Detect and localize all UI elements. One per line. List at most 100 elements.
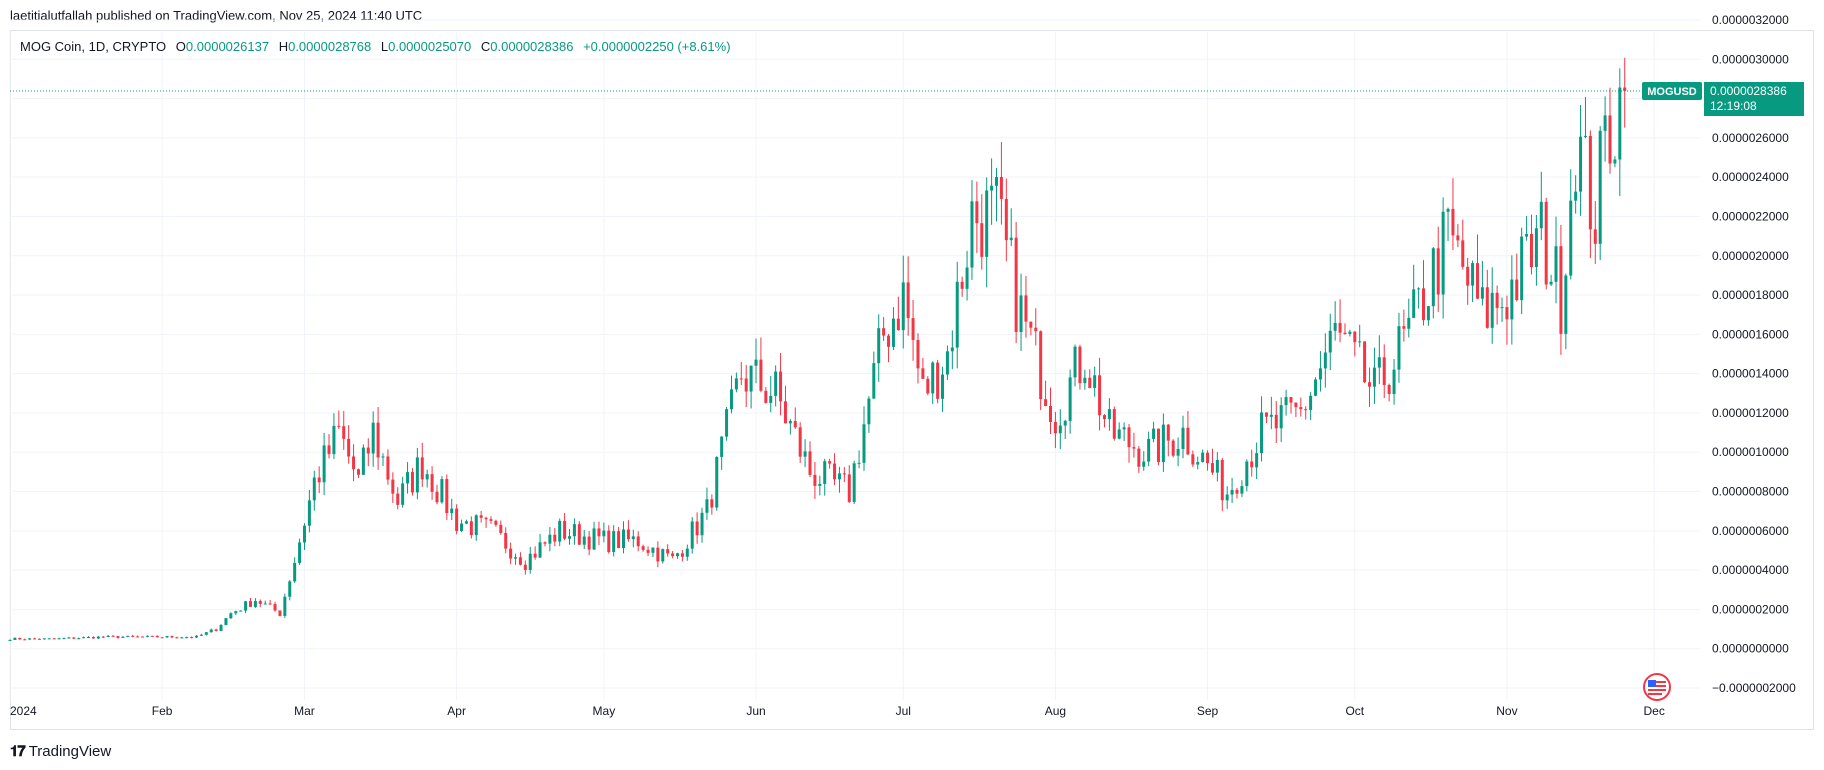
candle-body — [867, 398, 871, 425]
candle-body — [725, 409, 729, 437]
candle-body — [1156, 428, 1160, 463]
candle-body — [710, 499, 714, 508]
legend-close-value: 0.0000028386 — [490, 39, 574, 54]
candle-body — [705, 499, 709, 513]
candle-body — [381, 456, 385, 458]
ticker-tag-label: MOGUSD — [1647, 86, 1697, 98]
candle-body — [1284, 397, 1288, 406]
candle-body — [430, 474, 434, 492]
candle-body — [1152, 428, 1156, 439]
candle-body — [788, 421, 792, 424]
candle-body — [941, 374, 945, 399]
candle-body — [1137, 448, 1141, 467]
candle-body — [1412, 289, 1416, 318]
candle-body — [57, 638, 61, 640]
y-tick-label: 0.0000024000 — [1712, 170, 1789, 184]
candle-body — [945, 351, 949, 375]
candle-body — [523, 564, 527, 570]
candle-body — [1417, 288, 1421, 290]
x-tick-label: Jun — [746, 704, 765, 718]
candle-body — [626, 529, 630, 540]
candle-body — [950, 347, 954, 352]
candle-body — [1485, 287, 1489, 328]
candle-body — [1583, 135, 1587, 137]
y-tick-label: 0.0000018000 — [1712, 288, 1789, 302]
candle-body — [504, 532, 508, 549]
candle-body — [975, 201, 979, 224]
candle-body — [1112, 409, 1116, 439]
candle-body — [460, 523, 464, 531]
candle-body — [857, 462, 861, 464]
candle-body — [926, 378, 930, 394]
candle-body — [891, 318, 895, 347]
candle-body — [1024, 295, 1028, 322]
us-flag-icon[interactable] — [1642, 672, 1672, 702]
candle-body — [1289, 397, 1293, 403]
candle-body — [204, 632, 208, 635]
candle-body — [469, 521, 473, 536]
candle-body — [715, 456, 719, 508]
candle-body — [445, 479, 449, 514]
y-tick-label: 0.0000000000 — [1712, 642, 1789, 656]
candle-body — [1534, 228, 1538, 268]
candle-body — [1127, 427, 1131, 448]
candle-body — [1363, 341, 1367, 383]
candle-body — [514, 557, 518, 559]
candle-body — [494, 520, 498, 525]
candle-body — [1358, 341, 1362, 343]
ohlc-legend: MOG Coin, 1D, CRYPTO O0.0000026137 H0.00… — [20, 39, 731, 54]
candle-body — [1515, 279, 1519, 301]
candle-body — [1407, 317, 1411, 329]
candle-body — [1579, 136, 1583, 192]
candle-body — [1264, 412, 1268, 417]
candle-body — [1161, 424, 1165, 463]
candle-body — [749, 365, 753, 392]
candle-body — [528, 553, 532, 570]
y-tick-label: 0.0000030000 — [1712, 52, 1789, 66]
tradingview-brand[interactable]: 𝟏𝟕 TradingView — [10, 743, 111, 760]
x-tick-label: Dec — [1644, 704, 1665, 718]
candle-body — [1255, 453, 1259, 468]
candle-body — [474, 515, 478, 536]
candle-body — [150, 635, 154, 637]
candle-body — [882, 328, 886, 336]
candle-body — [1083, 377, 1087, 384]
candle-body — [1422, 288, 1426, 321]
candle-body — [1343, 332, 1347, 334]
candle-body — [906, 282, 910, 319]
candle-body — [401, 483, 405, 505]
candle-body — [455, 508, 459, 531]
candle-body — [37, 638, 41, 640]
candle-body — [563, 520, 567, 539]
candle-body — [1377, 357, 1381, 368]
candle-body — [1304, 409, 1308, 411]
candle-body — [916, 340, 920, 369]
y-tick-label: −0.0000002000 — [1712, 681, 1796, 695]
candle-body — [410, 472, 414, 493]
candle-body — [1554, 246, 1558, 282]
candle-body — [185, 637, 189, 639]
candle-body — [779, 371, 783, 402]
candle-body — [1495, 292, 1499, 308]
candle-body — [1269, 414, 1273, 417]
candle-body — [597, 528, 601, 537]
candle-body — [842, 473, 846, 475]
candle-body — [828, 461, 832, 464]
candle-body — [754, 359, 758, 366]
candle-body — [1014, 237, 1018, 332]
candle-body — [877, 328, 881, 364]
candle-body — [307, 500, 311, 526]
candle-body — [744, 378, 748, 392]
x-tick-label: Apr — [447, 704, 466, 718]
candle-body — [887, 335, 891, 347]
candle-body — [1475, 263, 1479, 299]
ticker-tag — [1642, 82, 1702, 101]
candle-body — [1181, 427, 1185, 449]
candle-body — [862, 424, 866, 463]
candle-body — [253, 601, 257, 607]
candle-body — [366, 447, 370, 454]
candle-body — [896, 318, 900, 331]
candle-body — [783, 401, 787, 424]
candle-body — [1196, 462, 1200, 465]
